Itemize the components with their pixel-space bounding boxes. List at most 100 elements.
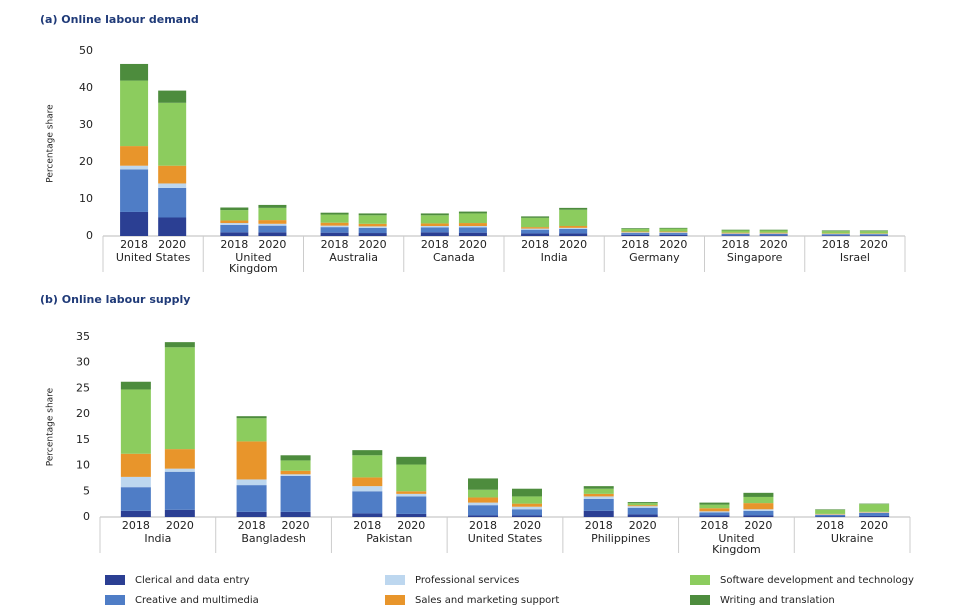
bar-segment: [511, 506, 542, 510]
bar-segment: [859, 515, 890, 517]
bar-segment: [458, 226, 487, 228]
bar-segment: [511, 496, 542, 504]
bar-segment: [559, 226, 588, 228]
bar-segment: [358, 227, 387, 234]
bar-segment: [320, 225, 349, 228]
bar-segment: [468, 497, 499, 503]
bar-segment: [627, 505, 658, 507]
bar-segment: [236, 416, 267, 419]
legend-label: Software development and technology: [720, 575, 914, 586]
bar-segment: [821, 231, 850, 234]
bar-segment: [120, 487, 151, 511]
bar-segment: [815, 516, 846, 517]
bar-segment: [621, 228, 650, 232]
bar-segment: [759, 235, 788, 236]
bar-segment: [120, 63, 149, 81]
bar-segment: [258, 232, 287, 236]
y-tick-label: 30: [76, 356, 90, 369]
group-label: Philippines: [591, 532, 651, 545]
bar-segment: [164, 509, 195, 517]
bar-segment: [458, 213, 487, 224]
bar-segment: [821, 234, 850, 236]
y-tick-label: 5: [83, 484, 90, 497]
bar-segment: [721, 235, 750, 236]
bar-segment: [859, 231, 888, 234]
legend-label: Creative and multimedia: [135, 595, 259, 606]
bar-segment: [521, 216, 550, 218]
y-tick-label: 50: [79, 44, 93, 57]
y-tick-label: 0: [86, 229, 93, 242]
bar-segment: [396, 456, 427, 465]
legend-label: Sales and marketing support: [415, 595, 559, 606]
bar-segment: [821, 235, 850, 236]
bar-segment: [468, 515, 499, 517]
bar-segment: [699, 504, 730, 509]
y-tick-label: 0: [83, 510, 90, 523]
x-tick-label: 2018: [321, 238, 349, 251]
x-tick-label: 2018: [585, 519, 613, 532]
bar-segment: [352, 450, 383, 456]
bar-segment: [236, 485, 267, 512]
x-tick-label: 2020: [166, 519, 194, 532]
bar-segment: [621, 231, 650, 233]
x-tick-label: 2020: [513, 519, 541, 532]
bar-segment: [396, 493, 427, 497]
legend-swatch: [105, 595, 125, 605]
bar-segment: [158, 183, 187, 188]
bar-segment: [280, 475, 311, 512]
group-label: Ukraine: [831, 532, 874, 545]
bar-segment: [859, 512, 890, 513]
x-tick-label: 2018: [238, 519, 266, 532]
bar-segment: [220, 223, 249, 225]
bar-segment: [859, 234, 888, 236]
x-tick-label: 2020: [397, 519, 425, 532]
bar-segment: [352, 491, 383, 514]
bar-segment: [458, 211, 487, 214]
y-tick-label: 30: [79, 118, 93, 131]
bar-segment: [583, 488, 614, 494]
bar-segment: [627, 502, 658, 504]
bar-segment: [521, 229, 550, 234]
bar-segment: [352, 513, 383, 517]
bar-segment: [659, 231, 688, 233]
bar-segment: [859, 511, 890, 513]
bar-segment: [743, 503, 774, 510]
bar-segment: [859, 230, 888, 232]
x-tick-label: 2020: [659, 238, 687, 251]
bar-segment: [420, 213, 449, 216]
bar-segment: [559, 207, 588, 210]
bar-segment: [583, 486, 614, 489]
bar-segment: [396, 496, 427, 514]
bar-segment: [759, 233, 788, 236]
y-axis-label: Percentage share: [46, 104, 56, 183]
bar-segment: [236, 479, 267, 486]
bar-segment: [358, 226, 387, 228]
bar-segment: [396, 491, 427, 494]
bar-segment: [759, 232, 788, 234]
x-tick-label: 2018: [816, 519, 844, 532]
bar-segment: [420, 232, 449, 236]
bar-segment: [815, 514, 846, 517]
y-tick-label: 20: [76, 407, 90, 420]
y-axis-label: Percentage share: [46, 387, 56, 466]
bar-segment: [659, 234, 688, 236]
bar-segment: [358, 213, 387, 216]
bar-segment: [721, 233, 750, 236]
chart-title: (b) Online labour supply: [40, 293, 190, 306]
bar-segment: [258, 223, 287, 226]
bar-segment: [511, 515, 542, 517]
bar-segment: [859, 512, 890, 516]
bar-segment: [815, 514, 846, 515]
y-tick-label: 25: [76, 381, 90, 394]
bar-segment: [627, 507, 658, 515]
bar-segment: [627, 503, 658, 506]
group-label: Bangladesh: [241, 532, 306, 545]
x-tick-label: 2020: [459, 238, 487, 251]
y-tick-label: 35: [76, 330, 90, 343]
group-label: United Kingdom: [229, 251, 278, 275]
legend-swatch: [105, 575, 125, 585]
bar-segment: [236, 441, 267, 480]
bar-segment: [559, 228, 588, 234]
x-tick-label: 2020: [359, 238, 387, 251]
